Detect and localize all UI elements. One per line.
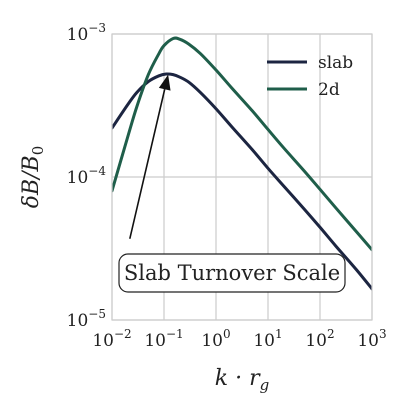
legend-label-slab: slab (318, 53, 353, 73)
y-tick-labels: 10−5 10−4 10−3 (67, 21, 107, 331)
x-tick-label-2: 100 (201, 327, 230, 351)
annotation: Slab Turnover Scale (118, 74, 346, 293)
y-tick-label-2: 10−3 (67, 21, 106, 45)
annotation-text: Slab Turnover Scale (124, 261, 340, 285)
y-tick-label-1: 10−4 (67, 164, 107, 188)
x-tick-labels: 10−2 10−1 100 101 102 103 (92, 327, 386, 351)
x-tick-label-0: 10−2 (92, 327, 131, 351)
series-line-slab (112, 72, 372, 291)
legend: slab 2d (267, 53, 353, 100)
legend-label-2d: 2d (318, 80, 340, 100)
y-tick-label-0: 10−5 (67, 307, 106, 331)
plot-border (111, 33, 373, 321)
y-axis-label: δB/B0 (19, 146, 47, 209)
series-line-2d (112, 36, 372, 252)
x-tick-label-3: 101 (253, 327, 282, 351)
annotation-box (118, 253, 346, 293)
x-tick-label-4: 102 (305, 327, 334, 351)
x-tick-label-5: 103 (357, 327, 386, 351)
x-tick-label-1: 10−1 (144, 327, 183, 351)
x-axis-label: k · rg (215, 366, 269, 394)
series-lines (112, 36, 372, 291)
annotation-arrowhead (158, 74, 171, 91)
plot-frame (111, 33, 373, 321)
annotation-arrow (129, 89, 166, 239)
